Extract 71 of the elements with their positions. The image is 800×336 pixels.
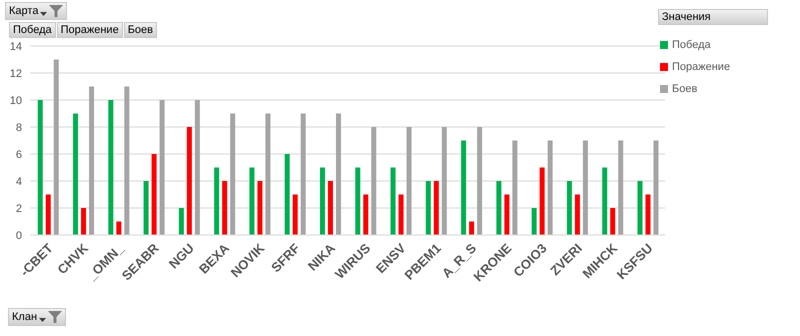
bar [532,208,537,235]
bar [434,181,439,235]
bar [46,194,51,235]
bar [610,208,616,235]
y-tick-label: 8 [16,122,22,134]
bar [160,100,165,235]
bar [645,194,650,235]
bar [469,222,474,235]
bar [582,140,588,235]
bar [653,140,658,235]
bar [292,194,298,235]
bar [89,86,94,235]
bar [144,181,149,235]
bar [442,127,447,235]
legend-title: Значения [658,9,768,25]
bar [124,86,130,235]
bar [637,181,642,235]
bar [363,194,368,235]
bar [257,181,262,235]
bar [398,194,404,235]
bar [222,181,228,235]
bar [477,127,482,235]
bar [512,140,518,235]
bar [406,127,412,235]
bar [602,168,608,235]
bar [548,140,553,235]
bar [38,100,43,235]
bar [178,208,184,235]
legend-label: Победа [672,39,711,51]
bar [214,168,220,235]
bar [73,114,78,235]
bar [540,168,545,235]
text: Победа [9,22,56,38]
text: Поражение [56,22,123,38]
bar [186,127,192,235]
bar [355,168,360,235]
bar [108,100,114,235]
bar [461,140,466,235]
bar [284,154,290,235]
bar [116,222,122,235]
y-tick-label: 14 [10,40,22,53]
bar [618,140,624,235]
bar [371,127,376,235]
bar [249,168,254,235]
bar [566,181,572,235]
legend-label: Поражение [672,61,730,73]
bar [81,208,86,235]
text: Карта [5,2,68,20]
bar [300,114,306,235]
bar [265,114,270,235]
text: Боев [124,22,158,38]
y-tick-label: 2 [16,202,22,215]
y-tick-label: 12 [10,68,22,80]
bar [496,181,502,235]
bar [54,60,59,235]
legend-label: Боев [672,83,698,95]
y-tick-label: 4 [16,176,22,188]
y-tick-label: 6 [16,148,22,161]
bar [230,114,236,235]
y-tick-label: 0 [16,230,22,242]
y-tick-label: 10 [10,94,22,107]
bar [574,194,580,235]
bar [390,168,396,235]
bar [320,168,325,235]
bar [426,181,431,235]
text: Клан [8,308,66,326]
bar [152,154,157,235]
bar [336,114,341,235]
bar [328,181,333,235]
bar [194,100,200,235]
bar [504,194,510,235]
